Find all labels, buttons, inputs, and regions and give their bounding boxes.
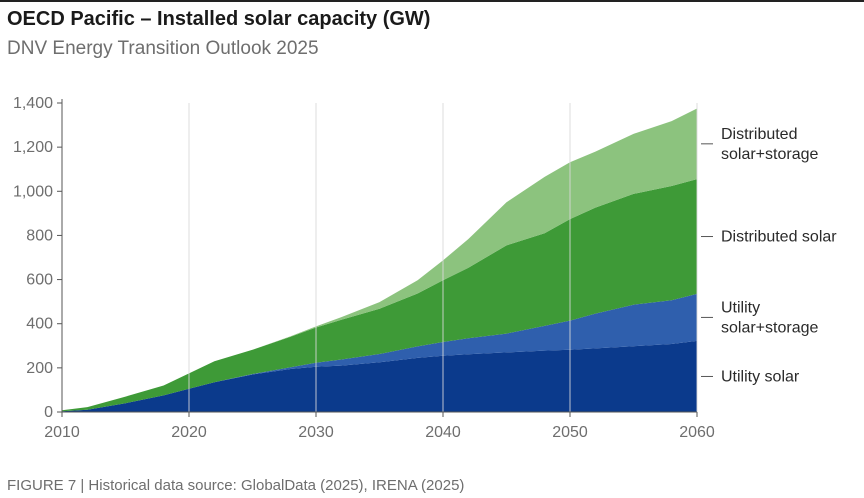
series-label: Distributed solar (721, 229, 837, 246)
x-tick-label: 2060 (679, 424, 715, 441)
series-label-group: Distributed solar (701, 229, 837, 246)
y-tick-label: 1,400 (13, 95, 53, 112)
y-tick-label: 200 (26, 360, 53, 377)
series-label: Utility (721, 299, 760, 316)
chart-title: OECD Pacific – Installed solar capacity … (7, 8, 431, 30)
area-utility-solar (62, 340, 697, 412)
y-tick-label: 600 (26, 272, 53, 289)
x-tick-label: 2030 (298, 424, 334, 441)
chart-subtitle: DNV Energy Transition Outlook 2025 (7, 38, 319, 59)
y-tick-label: 1,000 (13, 183, 53, 200)
y-tick-label: 1,200 (13, 139, 53, 156)
series-label-group: Utility solar (701, 368, 800, 385)
series-label: Utility solar (721, 368, 800, 385)
figure-footnote: FIGURE 7 | Historical data source: Globa… (7, 477, 465, 494)
x-tick-label: 2040 (425, 424, 461, 441)
y-tick-label: 400 (26, 316, 53, 333)
top-rule (0, 0, 864, 2)
x-tick-label: 2010 (44, 424, 80, 441)
area-series-group (62, 108, 697, 412)
vertical-gridlines (188, 103, 698, 412)
series-label: Distributed (721, 126, 797, 143)
x-tick-label: 2050 (552, 424, 588, 441)
y-tick-label: 0 (44, 404, 53, 421)
series-label-group: Utility solar+storage (701, 299, 818, 336)
area-distributed-solar (62, 179, 697, 412)
x-tick-label: 2020 (171, 424, 207, 441)
series-label: solar+storage (721, 319, 818, 336)
axes: 0 200 400 600 800 1,000 1,200 1,400 2010 2020 2030… (13, 95, 715, 441)
series-label-group: Distributed solar+storage (701, 126, 818, 163)
series-label: solar+storage (721, 146, 818, 163)
y-tick-label: 800 (26, 227, 53, 244)
area-utility-solar-storage (62, 293, 697, 412)
area-distributed-solar-storage (62, 108, 697, 411)
